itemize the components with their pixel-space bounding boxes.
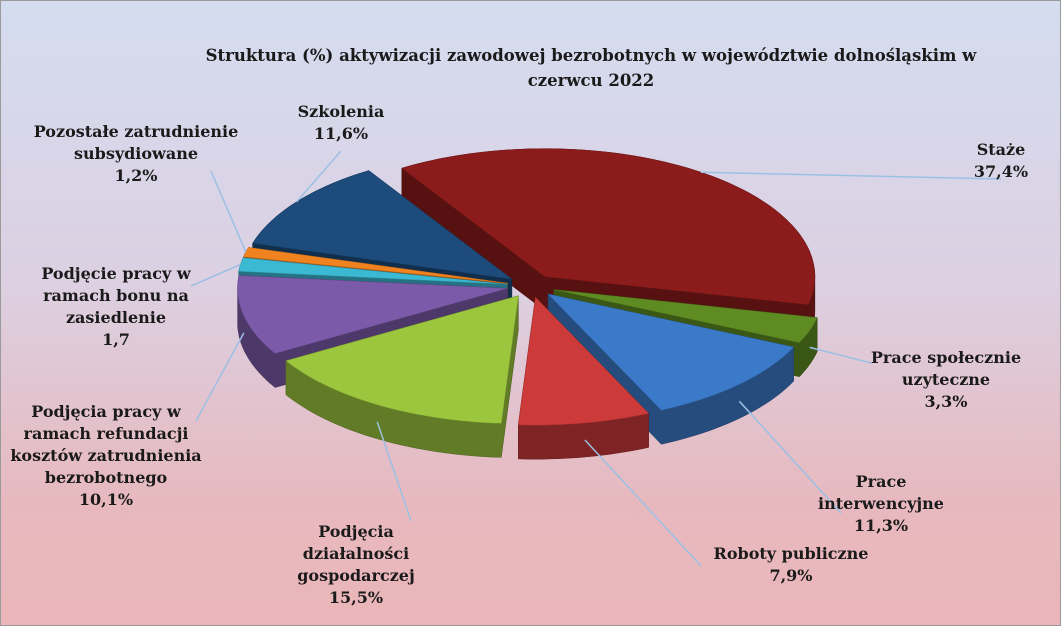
data-label: Podjęcie pracy w ramach bonu na zasiedle… (11, 263, 221, 351)
label-name: Podjęcie pracy w ramach bonu na zasiedle… (41, 264, 191, 327)
label-name: Podjęcia działalności gospodarczej (297, 522, 415, 585)
leader-line (190, 263, 241, 287)
slice (518, 296, 650, 426)
slice (237, 275, 508, 354)
label-name: Szkolenia (297, 102, 385, 121)
slice (285, 295, 519, 424)
label-value: 37,4% (973, 162, 1029, 181)
leader-line (584, 439, 702, 567)
label-name: Prace interwencyjne (818, 472, 944, 513)
slice (553, 289, 818, 343)
label-name: Staże (976, 140, 1026, 159)
slice (238, 257, 508, 285)
data-label: Roboty publiczne 7,9% (691, 543, 891, 587)
chart-title: Struktura (%) aktywizacji zawodowej bezr… (205, 46, 977, 90)
leader-line (738, 400, 842, 514)
label-value: 1,7 (102, 330, 130, 349)
label-name: Pozostałe zatrudnienie subsydiowane (33, 122, 239, 163)
data-label: Podjęcia pracy w ramach refundacji koszt… (1, 401, 211, 511)
data-label: Podjęcia działalności gospodarczej 15,5% (271, 521, 441, 609)
data-label: Prace społecznie uzyteczne 3,3% (861, 347, 1031, 413)
data-label: Szkolenia 11,6% (281, 101, 401, 145)
data-label: Pozostałe zatrudnienie subsydiowane 1,2% (1, 121, 271, 187)
leader-line (210, 170, 247, 253)
leader-line (376, 421, 412, 522)
leader-line (195, 332, 245, 422)
slice (547, 293, 795, 411)
label-value: 3,3% (924, 392, 968, 411)
leader-line (809, 346, 872, 364)
label-name: Prace społecznie uzyteczne (870, 348, 1022, 389)
label-value: 7,9% (769, 566, 813, 585)
label-value: 10,1% (78, 490, 134, 509)
data-label: Staże 37,4% (941, 139, 1060, 183)
label-value: 11,6% (313, 124, 369, 143)
leader-line (700, 171, 1002, 180)
label-name: Podjęcia pracy w ramach refundacji koszt… (10, 402, 202, 487)
leader-line (296, 150, 342, 203)
label-value: 11,3% (853, 516, 909, 535)
label-value: 1,2% (114, 166, 158, 185)
label-value: 15,5% (328, 588, 384, 607)
label-name: Roboty publiczne (713, 544, 869, 563)
data-label: Prace interwencyjne 11,3% (801, 471, 961, 537)
